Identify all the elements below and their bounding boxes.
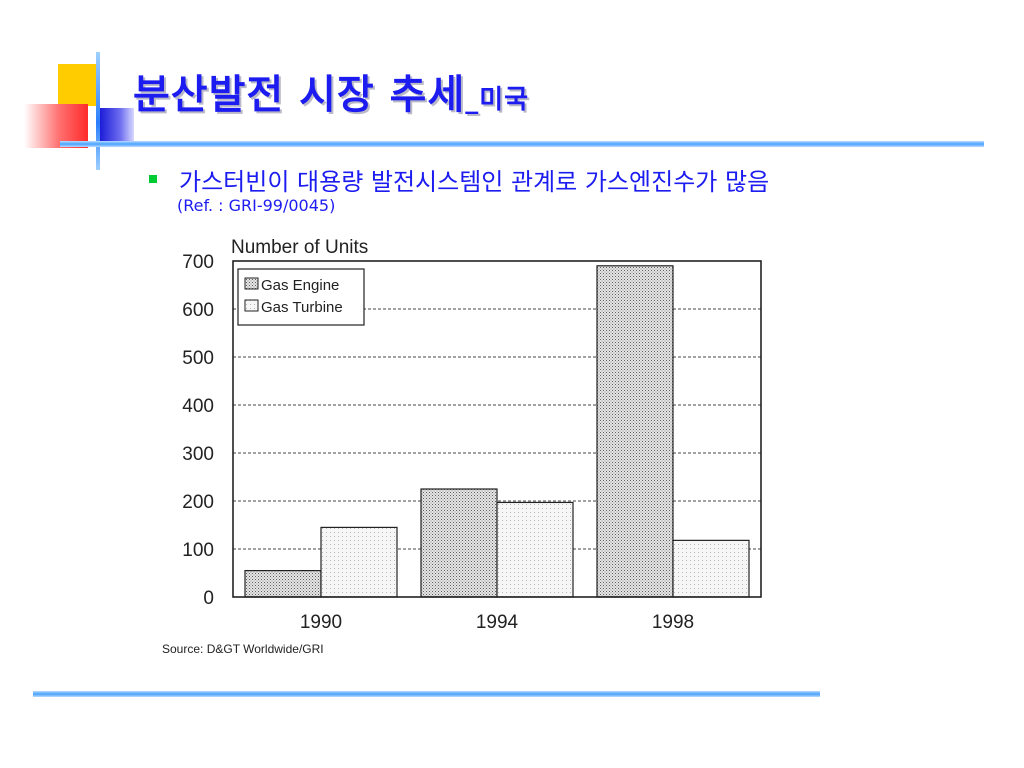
x-tick-label: 1990: [300, 612, 342, 633]
bullet-text: 가스터빈이 대용량 발전시스템인 관계로 가스엔진수가 많음: [179, 168, 770, 196]
y-tick-label: 0: [203, 588, 214, 609]
source-note: Source: D&GT Worldwide/GRI: [162, 642, 324, 656]
legend-swatch-gas-engine: [244, 277, 259, 290]
y-tick-label: 200: [182, 492, 214, 513]
x-tick-label: 1994: [476, 612, 519, 633]
bar-gas-engine-1998: [596, 265, 674, 598]
title-underline-rule: [60, 141, 984, 147]
decor-yellow-square: [58, 64, 100, 106]
legend-box: [237, 268, 365, 326]
y-axis-ticks: 0 100 200 300 400 500 600 700: [182, 252, 214, 609]
reference-text: (Ref. : GRI-99/0045): [177, 196, 336, 215]
bars: [244, 265, 750, 598]
footer-rule: [33, 691, 820, 697]
y-tick-label: 700: [182, 252, 214, 273]
slide-title-main: 분산발전 시장 추세: [133, 72, 466, 118]
decor-vertical-line: [96, 52, 100, 170]
bar-gas-engine-1990: [244, 570, 322, 598]
slide-title: 분산발전 시장 추세_미국: [133, 62, 529, 120]
y-tick-label: 600: [182, 300, 214, 321]
x-tick-label: 1998: [652, 612, 694, 633]
bar-gas-engine-1994: [420, 488, 498, 598]
bar-gas-turbine-1998: [672, 539, 750, 598]
bullet-marker: [149, 175, 157, 183]
y-tick-label: 100: [182, 540, 214, 561]
legend-label-gas-engine: Gas Engine: [261, 277, 339, 294]
x-axis-ticks: 1990 1994 1998: [300, 612, 694, 633]
y-tick-label: 400: [182, 396, 214, 417]
plot-frame: [232, 260, 762, 598]
bar-gas-turbine-1994: [496, 501, 574, 598]
legend: Gas Engine Gas Turbine: [237, 268, 365, 326]
slide-title-suffix: _미국: [465, 85, 530, 115]
decor-blue-square: [100, 108, 134, 144]
legend-swatch-gas-turbine: [244, 299, 259, 312]
y-tick-label: 500: [182, 348, 214, 369]
legend-label-gas-turbine: Gas Turbine: [261, 299, 343, 316]
bar-chart: 0 100 200 300 400 500 600 700 1990 1994 1998 Numb…: [162, 237, 762, 656]
bar-gas-turbine-1990: [320, 526, 398, 598]
decor-red-square: [24, 104, 88, 148]
y-axis-label: Number of Units: [231, 237, 368, 258]
y-tick-label: 300: [182, 444, 214, 465]
